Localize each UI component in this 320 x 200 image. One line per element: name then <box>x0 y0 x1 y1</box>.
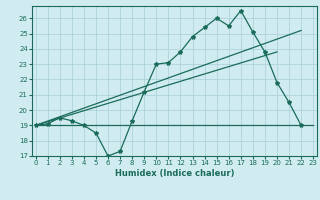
X-axis label: Humidex (Indice chaleur): Humidex (Indice chaleur) <box>115 169 234 178</box>
